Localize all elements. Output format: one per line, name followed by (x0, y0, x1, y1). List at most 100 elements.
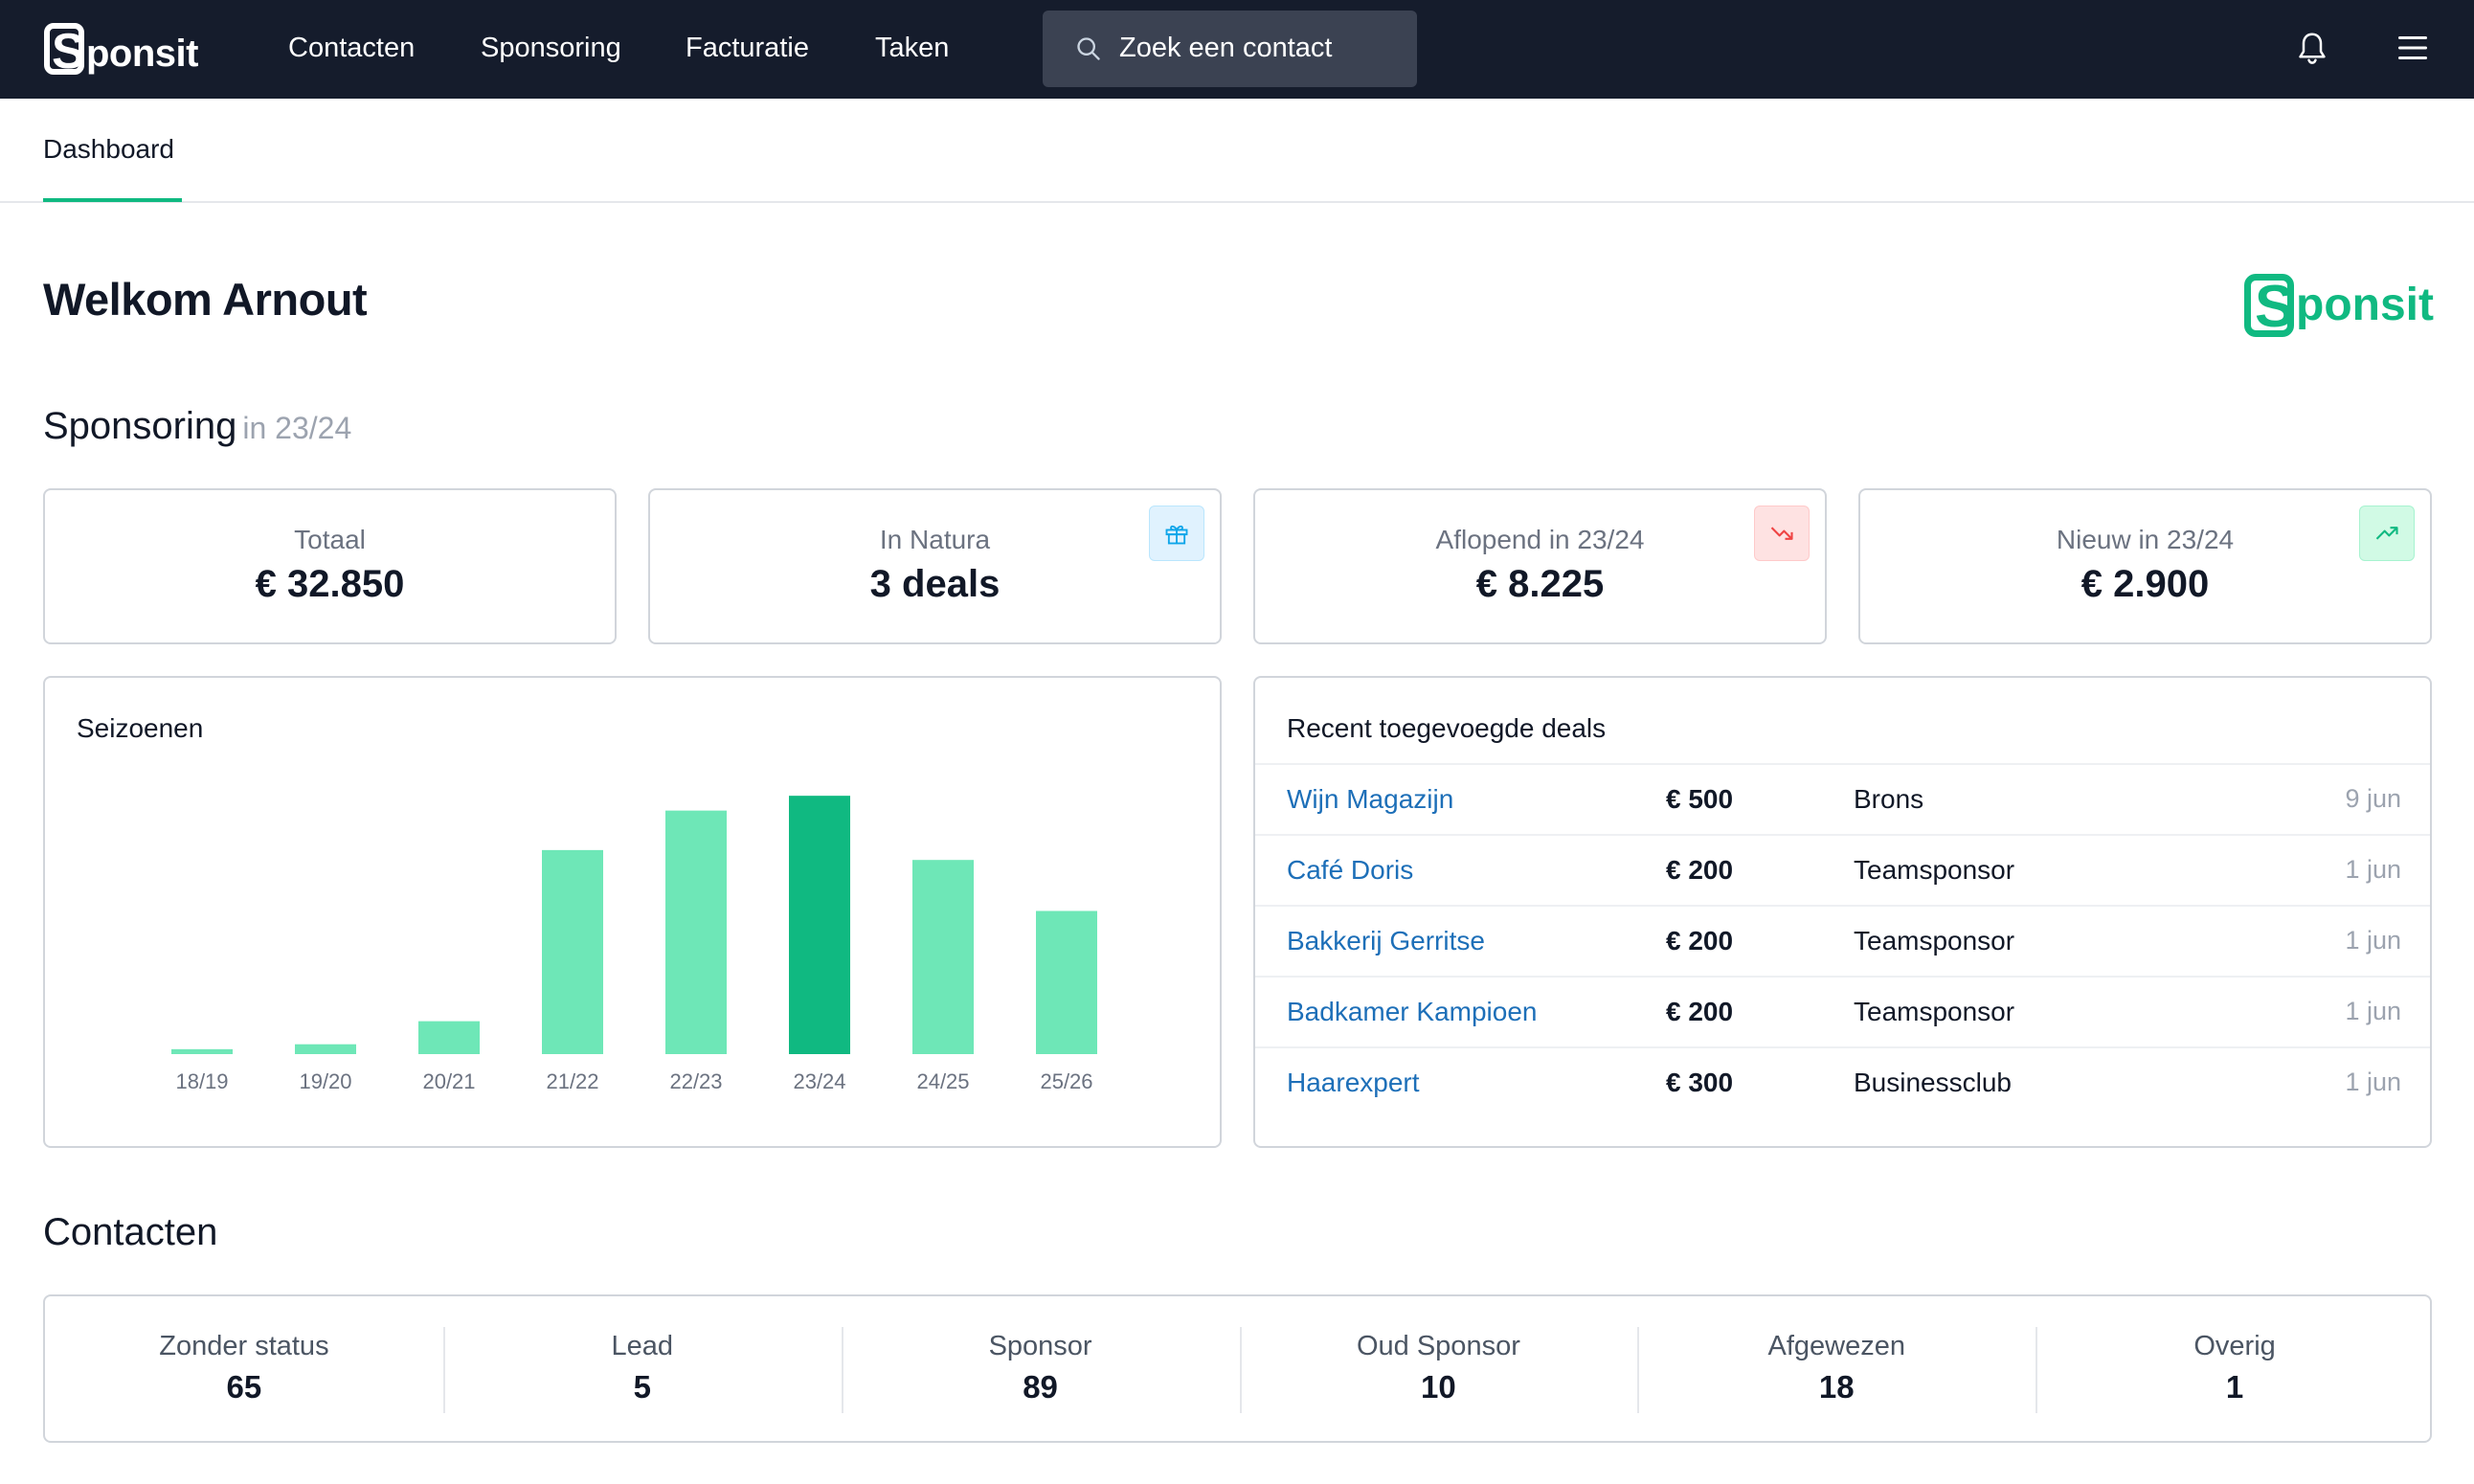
bar-25-26[interactable] (1036, 911, 1097, 1054)
page-title: Welkom Arnout (43, 274, 368, 325)
x-tick-label: 25/26 (1040, 1069, 1092, 1093)
sponsit-brand-logo: S ponsit (2244, 270, 2434, 340)
bell-icon[interactable] (2296, 32, 2328, 66)
contact-status-5[interactable]: Overig 1 (2035, 1296, 2434, 1445)
chart-title: Seizoenen (77, 713, 204, 743)
column-divider (841, 1327, 843, 1413)
contact-status-count: 1 (2225, 1369, 2244, 1405)
deal-name[interactable]: Bakkerij Gerritse (1287, 926, 1485, 956)
logo-mark: S (44, 23, 85, 79)
deal-amount: € 300 (1666, 1068, 1734, 1097)
active-tab-indicator (43, 198, 182, 202)
deal-name[interactable]: Badkamer Kampioen (1287, 997, 1538, 1026)
trending-down-icon (1754, 506, 1810, 561)
deal-row[interactable]: Bakkerij Gerritse € 200 Teamsponsor 1 jun (1255, 905, 2430, 976)
contact-status-4[interactable]: Afgewezen 18 (1637, 1296, 2035, 1445)
x-tick-label: 21/22 (546, 1069, 598, 1093)
stat-value: 3 deals (869, 563, 1001, 605)
nav-link-sponsoring[interactable]: Sponsoring (481, 33, 621, 63)
deal-row[interactable]: Badkamer Kampioen € 200 Teamsponsor 1 jun (1255, 976, 2430, 1046)
bar-24-25[interactable] (912, 860, 974, 1054)
recent-deals-title: Recent toegevoegde deals (1287, 713, 1607, 743)
search-icon (1077, 37, 1100, 60)
deal-date: 1 jun (2345, 855, 2401, 884)
stat-value: € 8.225 (1475, 563, 1605, 605)
nav-link-facturatie[interactable]: Facturatie (686, 33, 809, 63)
gift-icon (1149, 506, 1204, 561)
deal-name[interactable]: Café Doris (1287, 855, 1414, 885)
contact-status-label: Lead (611, 1331, 673, 1361)
stat-card-aflopend[interactable]: Aflopend in 23/24 € 8.225 (1253, 488, 1827, 644)
stat-label: Totaal (294, 525, 366, 554)
contact-status-count: 5 (633, 1369, 651, 1405)
deal-amount: € 500 (1666, 784, 1734, 814)
sponsoring-title: Sponsoring (43, 405, 237, 447)
contact-status-label: Overig (2193, 1331, 2276, 1361)
brand-logo-text: ponsit (2296, 280, 2434, 330)
deal-amount: € 200 (1666, 926, 1734, 956)
contact-status-0[interactable]: Zonder status 65 (45, 1296, 443, 1445)
stat-value: € 32.850 (255, 563, 405, 605)
sponsoring-season: in 23/24 (242, 411, 352, 445)
x-tick-label: 20/21 (422, 1069, 475, 1093)
sponsit-logo[interactable]: S ponsit (44, 19, 198, 79)
contact-status-label: Oud Sponsor (1356, 1331, 1520, 1361)
stat-label: In Natura (879, 525, 991, 554)
deal-row[interactable]: Wijn Magazijn € 500 Brons 9 jun (1255, 763, 2430, 834)
contact-status-count: 10 (1421, 1369, 1456, 1405)
deal-type: Businessclub (1854, 1068, 2012, 1097)
x-tick-label: 19/20 (299, 1069, 351, 1093)
stat-label: Nieuw in 23/24 (2056, 525, 2235, 554)
contact-status-label: Afgewezen (1767, 1331, 1905, 1361)
nav-link-contacten[interactable]: Contacten (288, 33, 416, 63)
nav-link-taken[interactable]: Taken (875, 33, 950, 63)
brand-logo-mark: S (2244, 274, 2294, 340)
deal-row[interactable]: Café Doris € 200 Teamsponsor 1 jun (1255, 834, 2430, 905)
column-divider (2035, 1327, 2038, 1413)
column-divider (1637, 1327, 1640, 1413)
logo-text: ponsit (86, 32, 198, 75)
contacten-heading: Contacten (43, 1211, 218, 1253)
search-input[interactable]: Zoek een contact (1043, 11, 1417, 87)
contacts-status-card: Zonder status 65 Lead 5 Sponsor 89 Oud Sponsor… (43, 1294, 2432, 1443)
deal-date: 1 jun (2345, 997, 2401, 1025)
seasons-chart-card: Seizoenen 18/19 19/20 20/21 21/22 22/23 23/24… (43, 676, 1222, 1148)
recent-deals-card: Recent toegevoegde deals Wijn Magazijn € … (1253, 676, 2432, 1148)
deal-name[interactable]: Haarexpert (1287, 1068, 1420, 1097)
bar-18-19[interactable] (171, 1048, 233, 1054)
hamburger-menu-icon[interactable] (2397, 34, 2428, 61)
bar-19-20[interactable] (295, 1044, 356, 1054)
bar-23-24[interactable] (789, 796, 850, 1054)
deal-type: Teamsponsor (1854, 855, 2015, 885)
deal-row[interactable]: Haarexpert € 300 Businessclub 1 jun (1255, 1046, 2430, 1117)
column-divider (1239, 1327, 1242, 1413)
stat-label: Aflopend in 23/24 (1435, 525, 1645, 554)
stat-card-in-natura[interactable]: In Natura 3 deals (648, 488, 1222, 644)
deal-name[interactable]: Wijn Magazijn (1287, 784, 1454, 814)
x-tick-label: 24/25 (916, 1069, 969, 1093)
contact-status-3[interactable]: Oud Sponsor 10 (1240, 1296, 1638, 1445)
bar-21-22[interactable] (542, 849, 603, 1054)
contact-status-count: 18 (1818, 1369, 1855, 1405)
search-placeholder: Zoek een contact (1119, 33, 1333, 63)
deal-date: 1 jun (2345, 1068, 2401, 1096)
bar-20-21[interactable] (418, 1021, 480, 1054)
stat-card-nieuw[interactable]: Nieuw in 23/24 € 2.900 (1858, 488, 2432, 644)
top-navbar: S ponsit Contacten Sponsoring Facturatie… (0, 0, 2474, 99)
tab-dashboard[interactable]: Dashboard (43, 134, 174, 164)
contact-status-label: Sponsor (988, 1331, 1092, 1361)
seasons-bar-chart: 18/19 19/20 20/21 21/22 22/23 23/24 24/25 25/26 (171, 796, 1097, 1093)
deal-type: Teamsponsor (1854, 997, 2015, 1026)
bar-22-23[interactable] (665, 810, 727, 1054)
stat-card-totaal[interactable]: Totaal € 32.850 (43, 488, 617, 644)
sub-navbar: Dashboard (0, 99, 2474, 203)
contact-status-1[interactable]: Lead 5 (443, 1296, 842, 1445)
deal-date: 1 jun (2345, 926, 2401, 955)
contact-status-2[interactable]: Sponsor 89 (842, 1296, 1240, 1445)
deal-date: 9 jun (2345, 784, 2401, 813)
deal-type: Teamsponsor (1854, 926, 2015, 956)
sponsoring-heading: Sponsoring in 23/24 (43, 405, 351, 448)
contact-status-count: 65 (226, 1369, 262, 1405)
x-tick-label: 22/23 (669, 1069, 722, 1093)
deal-type: Brons (1854, 784, 1924, 814)
